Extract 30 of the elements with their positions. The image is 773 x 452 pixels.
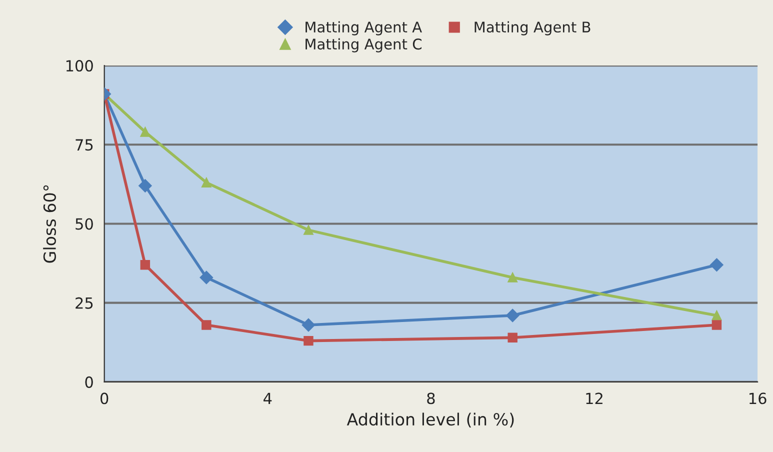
point: [506, 308, 520, 322]
y-tick-label: 100: [66, 60, 93, 72]
legend-label: Matting Agent C: [306, 38, 422, 52]
y-tick-label: 0: [85, 376, 93, 388]
y-tick-label: 50: [76, 218, 93, 230]
point: [710, 258, 724, 272]
legend-label: Matting Agent A: [306, 21, 422, 36]
point: [304, 336, 314, 346]
point: [508, 272, 518, 282]
y-tick-label: 25: [76, 297, 93, 309]
x-tick-label: 16: [750, 392, 766, 404]
point: [712, 320, 722, 330]
x-tick-label: 8: [427, 392, 435, 404]
point: [200, 270, 214, 284]
point: [140, 260, 150, 270]
y-axis-title: Gloss 60°: [43, 185, 56, 263]
x-tick-label: 4: [264, 392, 272, 404]
point: [138, 179, 152, 192]
point: [202, 320, 212, 330]
x-tick-label: 0: [100, 392, 108, 404]
point: [302, 318, 316, 332]
x-tick-label: 12: [586, 392, 602, 404]
point: [140, 127, 150, 137]
legend-label: Matting Agent B: [474, 21, 590, 36]
point: [712, 310, 722, 320]
y-tick-label: 75: [76, 139, 93, 151]
point: [202, 178, 212, 188]
point: [304, 225, 314, 235]
x-axis-title: Addition level (in %): [346, 412, 514, 428]
point: [508, 332, 518, 343]
